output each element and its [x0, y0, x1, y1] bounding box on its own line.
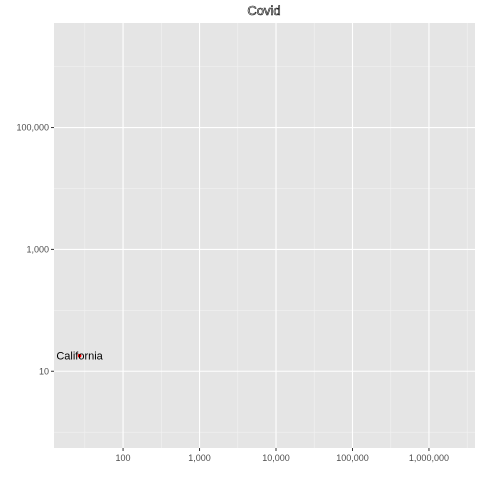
- x-tick-label: 1,000,000: [409, 453, 449, 463]
- x-tick-label: 100,000: [336, 453, 369, 463]
- major-gridlines: [54, 23, 475, 448]
- plot-panel: [54, 23, 475, 448]
- x-tick-label: 10,000: [262, 453, 290, 463]
- y-tick-label: 10: [39, 366, 49, 376]
- x-tick-label: 100: [116, 453, 131, 463]
- data-point-label: California: [56, 351, 103, 363]
- data-points: California: [56, 351, 103, 363]
- x-axis: 100 1,000 10,000 100,000 1,000,000: [116, 448, 449, 463]
- y-tick-label: 100,000: [16, 123, 49, 133]
- x-tick-label: 1,000: [188, 453, 211, 463]
- y-axis: 10 1,000 100,000: [16, 123, 54, 376]
- y-tick-label: 1,000: [26, 244, 49, 254]
- data-point: [77, 353, 82, 358]
- minor-gridlines: [54, 23, 475, 448]
- chart-title: Covid: [247, 3, 280, 18]
